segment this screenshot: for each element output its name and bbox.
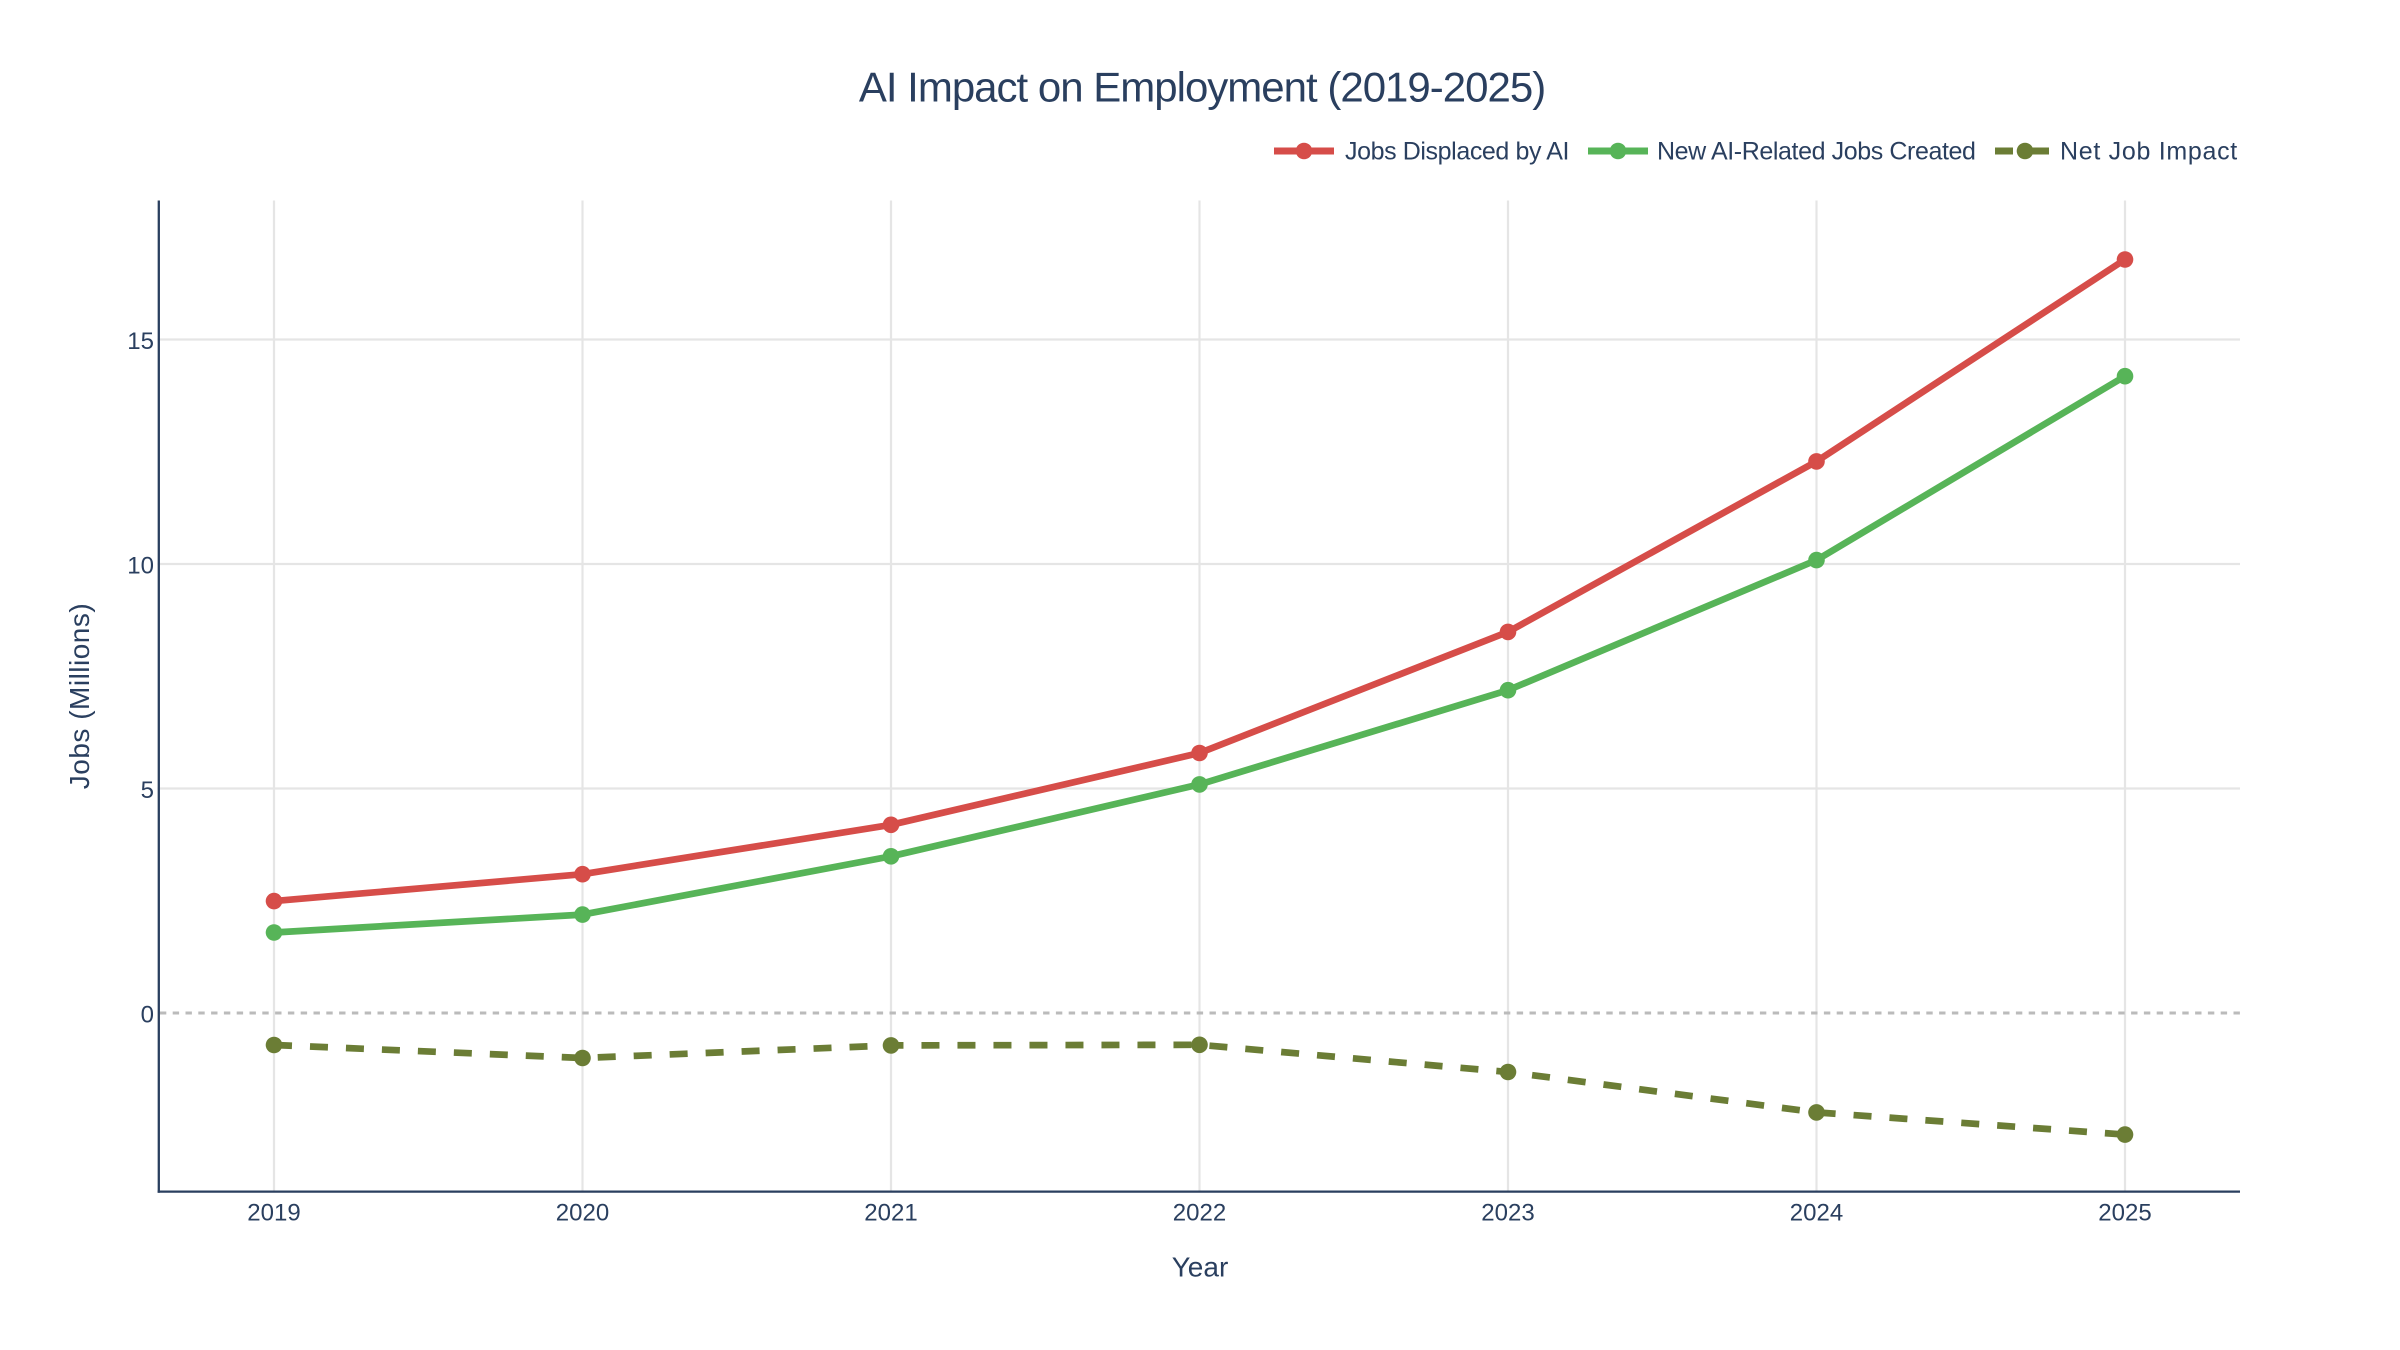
svg-text:2023: 2023	[1481, 1200, 1534, 1227]
svg-text:0: 0	[141, 1002, 154, 1029]
svg-text:15: 15	[127, 328, 154, 355]
svg-text:Jobs Displaced by AI: Jobs Displaced by AI	[1345, 137, 1569, 165]
svg-text:2025: 2025	[2098, 1200, 2151, 1227]
svg-text:Net Job Impact: Net Job Impact	[2060, 137, 2238, 165]
svg-text:AI Impact on Employment (2019-: AI Impact on Employment (2019-2025)	[859, 64, 1545, 111]
svg-text:2021: 2021	[864, 1200, 917, 1227]
svg-text:2024: 2024	[1790, 1200, 1843, 1227]
svg-text:10: 10	[127, 553, 154, 580]
svg-text:2022: 2022	[1173, 1200, 1226, 1227]
svg-text:5: 5	[141, 777, 154, 804]
svg-text:2020: 2020	[556, 1200, 609, 1227]
svg-text:Jobs (Millions): Jobs (Millions)	[64, 603, 95, 789]
svg-text:New AI-Related Jobs Created: New AI-Related Jobs Created	[1657, 137, 1976, 165]
svg-text:Year: Year	[1172, 1251, 1229, 1282]
svg-text:2019: 2019	[247, 1200, 300, 1227]
